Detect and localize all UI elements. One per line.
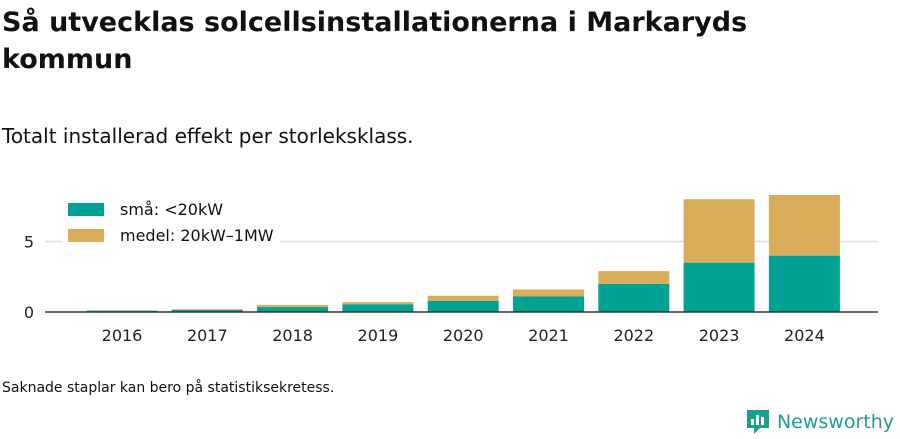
bar-medium-2022 xyxy=(598,271,670,284)
bar-medium-2017 xyxy=(171,309,243,310)
legend-swatch-small xyxy=(68,202,104,216)
chart-title: Så utvecklas solcellsinstallationerna i … xyxy=(2,7,748,75)
bar-small-2019 xyxy=(342,304,414,312)
legend-label-small: små: <20kW xyxy=(120,199,224,219)
bar-small-2020 xyxy=(427,300,499,312)
chart-legend: små: <20kW medel: 20kW–1MW xyxy=(62,196,280,250)
legend-item-medium: medel: 20kW–1MW xyxy=(68,222,274,248)
bar-small-2024 xyxy=(768,255,840,312)
legend-item-small: små: <20kW xyxy=(68,196,274,222)
x-tick-label: 2023 xyxy=(699,326,740,345)
newsworthy-logo-icon xyxy=(746,410,769,434)
y-tick-label: 5 xyxy=(24,233,34,252)
chart-subtitle: Totalt installerad effekt per storlekskl… xyxy=(2,124,414,148)
legend-label-medium: medel: 20kW–1MW xyxy=(120,225,274,245)
bar-small-2018 xyxy=(257,307,329,312)
bar-medium-2019 xyxy=(342,302,414,305)
x-tick-label: 2016 xyxy=(102,326,143,345)
footnote: Saknade staplar kan bero på statistiksek… xyxy=(2,380,335,396)
x-tick-label: 2017 xyxy=(187,326,228,345)
brand-name: Newsworthy xyxy=(776,411,894,433)
x-tick-label: 2022 xyxy=(613,326,654,345)
bar-medium-2024 xyxy=(768,194,840,256)
x-tick-label: 2019 xyxy=(358,326,399,345)
x-tick-label: 2021 xyxy=(528,326,569,345)
y-tick-label: 0 xyxy=(24,303,34,322)
bar-small-2022 xyxy=(598,283,670,312)
bar-medium-2023 xyxy=(683,199,755,263)
bar-small-2017 xyxy=(171,309,243,312)
x-tick-label: 2020 xyxy=(443,326,484,345)
x-tick-label: 2018 xyxy=(272,326,313,345)
brand[interactable]: Newsworthy xyxy=(745,408,894,436)
bar-chart: 0 5 2016 2017 2018 2019 2020 2021 2022 2023 2024 xyxy=(24,194,878,345)
legend-swatch-medium xyxy=(68,228,104,242)
bar-medium-2018 xyxy=(257,304,329,308)
bar-small-2021 xyxy=(513,296,584,312)
bar-medium-2020 xyxy=(427,295,499,301)
bar-medium-2021 xyxy=(513,289,584,297)
bar-small-2023 xyxy=(683,262,755,312)
x-tick-label: 2024 xyxy=(784,326,825,345)
